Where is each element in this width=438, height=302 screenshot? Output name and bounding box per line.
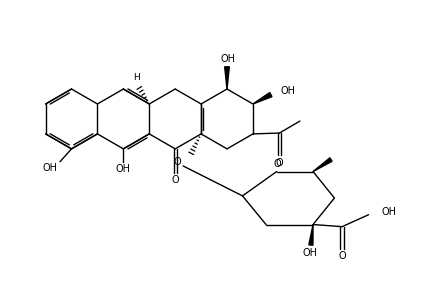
Text: O: O	[338, 251, 346, 261]
Text: O: O	[171, 175, 179, 185]
Text: OH: OH	[280, 86, 295, 96]
Text: OH: OH	[116, 164, 131, 174]
Polygon shape	[309, 224, 313, 245]
Text: OH: OH	[381, 207, 396, 217]
Text: OH: OH	[42, 163, 58, 173]
Text: OH: OH	[220, 54, 235, 64]
Text: O: O	[274, 159, 281, 169]
Polygon shape	[313, 158, 332, 172]
Polygon shape	[253, 92, 272, 104]
Text: O: O	[173, 157, 181, 167]
Text: O: O	[276, 158, 283, 168]
Text: H: H	[133, 72, 140, 82]
Polygon shape	[225, 67, 230, 89]
Text: OH: OH	[303, 248, 318, 258]
